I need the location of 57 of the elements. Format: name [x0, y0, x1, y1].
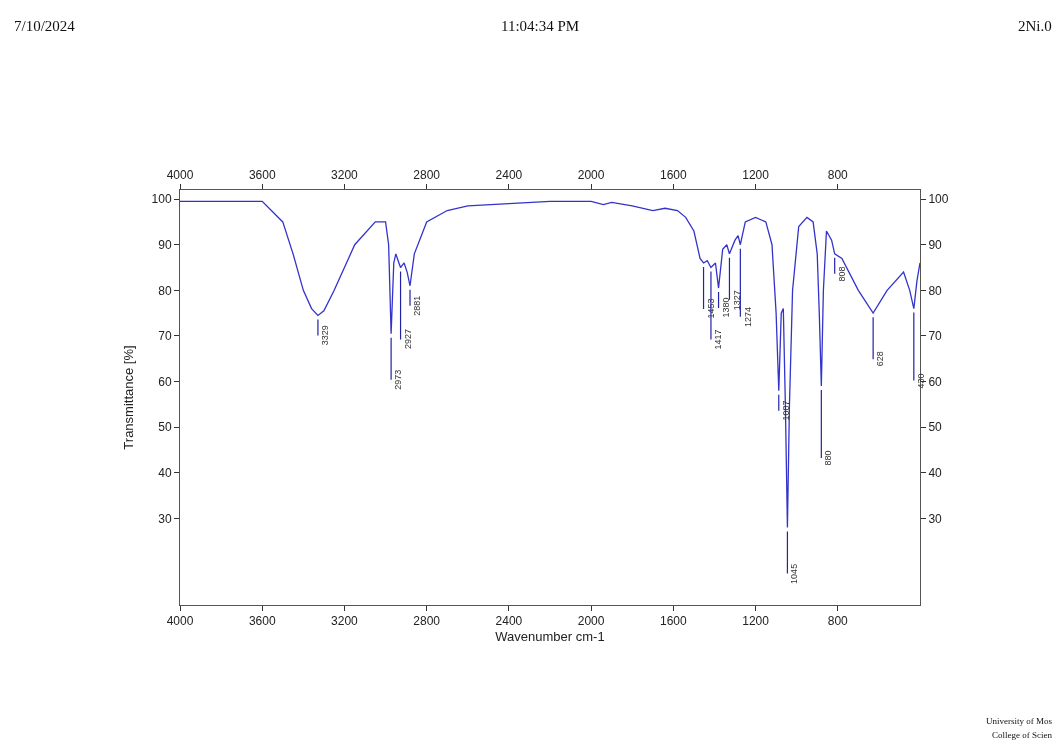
- annotation: 1417: [713, 329, 724, 350]
- x2-tick-label: 3200: [331, 614, 359, 629]
- line-series: [180, 200, 920, 529]
- x2-tick-label: 2800: [413, 614, 441, 629]
- annotation: 1453: [705, 298, 716, 319]
- annotation: 628: [875, 351, 885, 367]
- x-tick-label: 1600: [659, 168, 687, 183]
- annotation: 2881: [412, 295, 423, 316]
- annotation: 3329: [319, 325, 330, 346]
- x2-tick-label: 1600: [659, 614, 687, 629]
- y2-tick-label: 90: [928, 237, 943, 252]
- text: 7/10/2024: [14, 18, 76, 34]
- y2-tick-label: 30: [928, 511, 943, 526]
- x-axis-title: Wavenumber cm-1: [495, 629, 605, 644]
- annotation: 1087: [781, 400, 792, 421]
- x2-tick-label: 2400: [495, 614, 523, 629]
- x2-tick-label: 1200: [742, 614, 770, 629]
- y-tick-label: 70: [158, 329, 172, 344]
- y-axis-title: Transmittance [%]: [120, 345, 136, 450]
- y-tick-label: 40: [158, 465, 172, 480]
- x2-tick-label: 800: [827, 614, 849, 629]
- annotation: 1380: [720, 297, 731, 318]
- y2-tick-label: 40: [928, 465, 943, 480]
- annotation: 1045: [788, 563, 799, 584]
- y-tick-label: 90: [158, 237, 172, 252]
- x-tick-label: 2000: [577, 168, 605, 183]
- text: 11:04:34 PM: [501, 18, 580, 34]
- y2-tick-label: 70: [928, 329, 943, 344]
- annotation: 880: [823, 450, 834, 466]
- text: College of Scien: [992, 730, 1053, 740]
- y-tick-label: 100: [151, 192, 172, 207]
- x2-tick-label: 4000: [166, 614, 194, 629]
- x-tick-label: 3600: [248, 168, 276, 183]
- x-tick-label: 800: [827, 168, 849, 183]
- y-tick-label: 80: [158, 283, 172, 298]
- x-tick-label: 2800: [413, 168, 441, 183]
- x2-tick-label: 2000: [577, 614, 605, 629]
- y2-tick-label: 60: [928, 374, 943, 389]
- annotation: 2927: [403, 329, 414, 350]
- x2-tick-label: 3600: [248, 614, 276, 629]
- annotation: 1327: [731, 290, 742, 311]
- x-tick-label: 3200: [331, 168, 359, 183]
- y2-tick-label: 100: [928, 192, 949, 207]
- y-tick-label: 30: [158, 511, 172, 526]
- text: 2Ni.0: [1018, 18, 1052, 34]
- y-tick-label: 60: [158, 374, 172, 389]
- annotation: 430: [916, 373, 927, 389]
- y2-tick-label: 50: [928, 420, 943, 435]
- annotation: 808: [836, 266, 847, 282]
- y-tick-label: 50: [158, 420, 172, 435]
- x-tick-label: 2400: [495, 168, 523, 183]
- annotation: 2973: [393, 369, 404, 390]
- x-tick-label: 1200: [742, 168, 770, 183]
- annotation: 1274: [742, 307, 753, 328]
- x-tick-label: 4000: [166, 168, 194, 183]
- text: University of Mos: [986, 716, 1053, 726]
- y2-tick-label: 80: [928, 283, 943, 298]
